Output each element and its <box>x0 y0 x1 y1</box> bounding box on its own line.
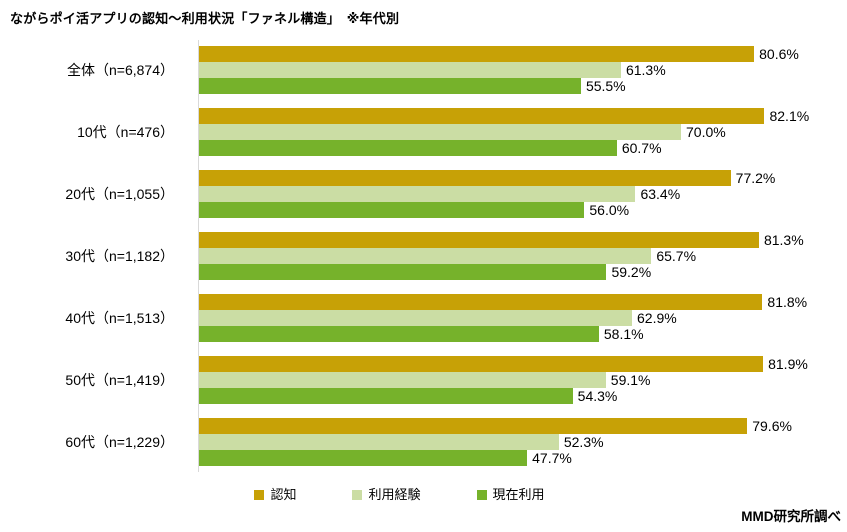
bar-line: 55.5% <box>198 78 819 94</box>
bar-line: 70.0% <box>198 124 819 140</box>
category-label: 50代（n=1,419） <box>65 372 174 388</box>
category-row: 10代（n=476） 82.1% 70.0% 60.7% <box>0 108 847 156</box>
bar-awareness <box>198 46 755 62</box>
bar-usage-experience <box>198 62 621 78</box>
category-label: 30代（n=1,182） <box>65 248 174 264</box>
value-label: 56.0% <box>589 201 630 218</box>
value-label: 65.7% <box>656 247 697 264</box>
bar-awareness <box>198 418 748 434</box>
plot-area: 全体（n=6,874） 80.6% 61.3% 55.5% 10代（n=476） 82.1… <box>0 40 847 472</box>
bar-line: 79.6% <box>198 418 819 434</box>
bar-awareness <box>198 294 763 310</box>
value-label: 70.0% <box>686 123 726 140</box>
legend-label: 認知 <box>270 487 297 502</box>
bar-line: 82.1% <box>198 108 819 124</box>
bar-line: 80.6% <box>198 46 819 62</box>
value-label: 59.2% <box>611 263 652 280</box>
value-label: 59.1% <box>610 371 651 388</box>
legend-swatch-icon <box>254 490 265 500</box>
bar-line: 47.7% <box>198 450 819 466</box>
category-row: 60代（n=1,229） 79.6% 52.3% 47.7% <box>0 418 847 466</box>
category-label: 40代（n=1,513） <box>65 310 174 326</box>
bar-usage-experience <box>198 248 652 264</box>
bar-awareness <box>198 108 765 124</box>
bar-line: 60.7% <box>198 140 819 156</box>
bar-line: 52.3% <box>198 434 819 450</box>
category-row: 50代（n=1,419） 81.9% 59.1% 54.3% <box>0 356 847 404</box>
legend-item-current-usage: 現在利用 <box>476 487 545 502</box>
value-label: 81.9% <box>768 355 808 372</box>
bar-usage-experience <box>198 186 636 202</box>
bar-current-usage <box>198 450 528 466</box>
bars-group: 77.2% 63.4% 56.0% <box>198 170 819 218</box>
bar-current-usage <box>198 140 617 156</box>
value-label: 61.3% <box>625 61 666 78</box>
bar-current-usage <box>198 326 599 342</box>
bars-group: 81.3% 65.7% 59.2% <box>198 232 819 280</box>
source-credit: MMD研究所調べ <box>741 509 841 524</box>
category-label: 60代（n=1,229） <box>65 434 174 450</box>
value-label: 55.5% <box>585 77 626 94</box>
legend-label: 利用経験 <box>368 487 421 502</box>
value-label: 81.8% <box>767 293 808 310</box>
bar-usage-experience <box>198 124 681 140</box>
category-label: 20代（n=1,055） <box>65 186 174 202</box>
bar-usage-experience <box>198 434 559 450</box>
bar-current-usage <box>198 388 573 404</box>
value-label: 54.3% <box>577 387 618 404</box>
bar-line: 65.7% <box>198 248 819 264</box>
bar-line: 54.3% <box>198 388 819 404</box>
value-label: 81.3% <box>763 231 804 248</box>
bar-line: 63.4% <box>198 186 819 202</box>
bars-group: 80.6% 61.3% 55.5% <box>198 46 819 94</box>
chart-title: ながらポイ活アプリの認知～利用状況「ファネル構造」 ※年代別 <box>10 11 400 26</box>
bar-line: 81.3% <box>198 232 819 248</box>
bar-line: 77.2% <box>198 170 819 186</box>
bars-group: 79.6% 52.3% 47.7% <box>198 418 819 466</box>
bar-usage-experience <box>198 372 606 388</box>
category-row: 全体（n=6,874） 80.6% 61.3% 55.5% <box>0 46 847 94</box>
category-label: 10代（n=476） <box>77 124 174 140</box>
bar-line: 62.9% <box>198 310 819 326</box>
value-label: 60.7% <box>621 139 662 156</box>
bar-line: 56.0% <box>198 202 819 218</box>
bars-group: 81.9% 59.1% 54.3% <box>198 356 819 404</box>
bars-group: 81.8% 62.9% 58.1% <box>198 294 819 342</box>
legend-swatch-icon <box>476 490 487 500</box>
value-label: 80.6% <box>759 45 799 62</box>
value-label: 47.7% <box>532 449 572 466</box>
legend-item-awareness: 認知 <box>254 488 296 502</box>
bar-line: 81.8% <box>198 294 819 310</box>
value-label: 58.1% <box>603 325 644 342</box>
value-label: 52.3% <box>563 433 604 450</box>
bar-line: 81.9% <box>198 356 819 372</box>
bar-usage-experience <box>198 310 632 326</box>
value-label: 63.4% <box>640 185 681 202</box>
legend-item-usage-experience: 利用経験 <box>352 487 421 502</box>
legend-swatch-icon <box>352 490 363 500</box>
bar-awareness <box>198 170 731 186</box>
category-label: 全体（n=6,874） <box>67 62 174 78</box>
legend-label: 現在利用 <box>492 487 545 502</box>
bars-group: 82.1% 70.0% 60.7% <box>198 108 819 156</box>
bar-line: 58.1% <box>198 326 819 342</box>
y-axis-line <box>198 40 199 472</box>
bar-line: 61.3% <box>198 62 819 78</box>
category-row: 30代（n=1,182） 81.3% 65.7% 59.2% <box>0 232 847 280</box>
bar-awareness <box>198 232 759 248</box>
legend: 認知 利用経験 現在利用 <box>0 488 823 502</box>
value-label: 82.1% <box>769 107 810 124</box>
bar-line: 59.2% <box>198 264 819 280</box>
bar-line: 59.1% <box>198 372 819 388</box>
bar-awareness <box>198 356 764 372</box>
bar-current-usage <box>198 202 585 218</box>
bar-current-usage <box>198 264 607 280</box>
value-label: 79.6% <box>752 417 792 434</box>
value-label: 77.2% <box>735 169 776 186</box>
category-row: 20代（n=1,055） 77.2% 63.4% 56.0% <box>0 170 847 218</box>
category-row: 40代（n=1,513） 81.8% 62.9% 58.1% <box>0 294 847 342</box>
value-label: 62.9% <box>637 309 677 326</box>
bar-current-usage <box>198 78 581 94</box>
